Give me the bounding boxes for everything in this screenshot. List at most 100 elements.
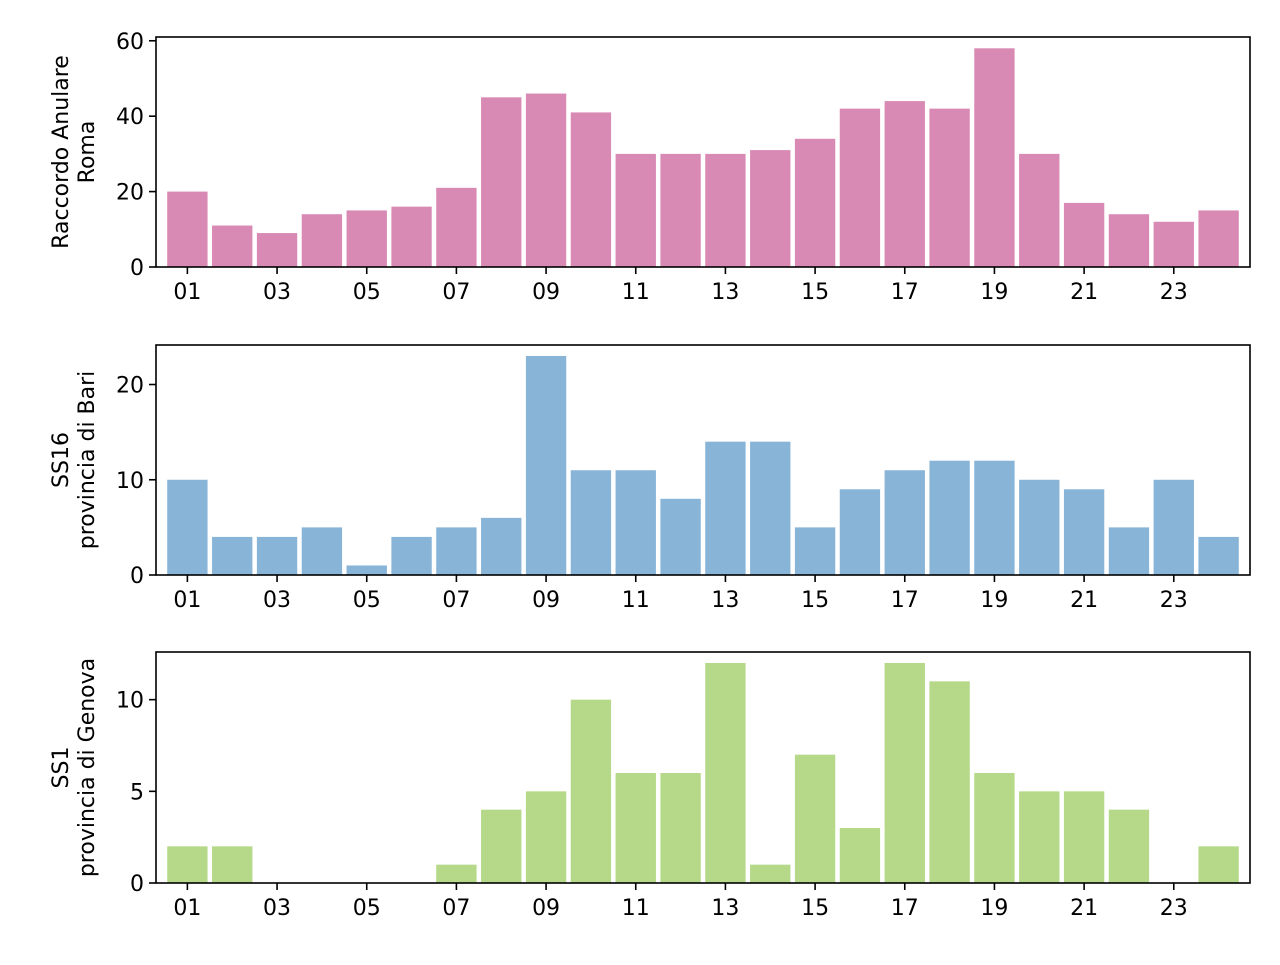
y-axis-label: Raccordo AnulareRoma	[49, 55, 100, 249]
y-tick-label: 10	[116, 689, 144, 714]
x-tick-label: 19	[980, 896, 1008, 921]
bar-05	[346, 565, 387, 575]
x-tick-label: 01	[173, 896, 201, 921]
x-tick-label: 13	[711, 280, 739, 305]
bar-22	[1108, 809, 1150, 883]
bar-16	[839, 108, 881, 267]
x-tick-label: 01	[173, 280, 201, 305]
bar-15	[794, 138, 836, 267]
bar-09	[525, 791, 567, 883]
bar-05	[346, 210, 387, 267]
y-axis-label: SS16provincia di Bari	[49, 371, 100, 550]
x-tick-label: 19	[980, 588, 1008, 613]
bar-19	[974, 773, 1015, 883]
bar-02	[212, 846, 253, 883]
bar-18	[929, 460, 970, 575]
bar-09	[525, 93, 567, 267]
bar-15	[794, 754, 836, 883]
bar-23	[1153, 221, 1194, 267]
bar-02	[212, 536, 253, 575]
bar-11	[615, 470, 656, 575]
x-tick-label: 03	[263, 896, 291, 921]
bar-22	[1108, 214, 1150, 267]
y-axis-label-line: SS16	[49, 432, 74, 488]
y-axis-label-line: SS1	[49, 747, 74, 789]
bar-12	[660, 498, 701, 575]
bar-01	[167, 191, 208, 267]
y-tick-label: 20	[116, 181, 144, 206]
bar-06	[391, 536, 432, 575]
bar-07	[436, 187, 477, 267]
bar-14	[750, 150, 791, 267]
x-tick-label: 23	[1160, 280, 1188, 305]
bar-10	[570, 699, 612, 883]
x-tick-label: 09	[532, 588, 560, 613]
x-tick-label: 17	[891, 280, 919, 305]
bar-17	[884, 470, 925, 575]
x-tick-label: 15	[801, 588, 829, 613]
x-tick-label: 07	[442, 280, 470, 305]
bar-21	[1063, 202, 1105, 267]
y-axis-label-line: provincia di Bari	[75, 371, 100, 550]
bar-06	[391, 206, 432, 267]
axes-frame	[155, 36, 1251, 268]
x-tick-label: 23	[1160, 896, 1188, 921]
x-tick-label: 07	[442, 588, 470, 613]
bar-24	[1198, 536, 1239, 575]
bar-21	[1063, 791, 1105, 883]
bar-04	[301, 527, 343, 575]
x-tick-label: 17	[891, 588, 919, 613]
bar-08	[481, 517, 522, 575]
x-tick-label: 23	[1160, 588, 1188, 613]
x-tick-label: 05	[353, 896, 381, 921]
bar-11	[615, 153, 656, 267]
y-tick-label: 0	[130, 564, 144, 589]
bar-15	[794, 527, 836, 575]
y-axis-label-line: provincia di Genova	[75, 658, 100, 877]
x-tick-label: 19	[980, 280, 1008, 305]
x-tick-label: 21	[1070, 588, 1098, 613]
bar-20	[1019, 479, 1060, 575]
x-tick-label: 07	[442, 896, 470, 921]
y-axis-label-line: Raccordo Anulare	[49, 55, 74, 249]
axes-frame	[155, 344, 1251, 576]
bar-08	[481, 97, 522, 267]
bar-22	[1108, 527, 1150, 575]
bar-10	[570, 470, 612, 575]
y-tick-label: 5	[130, 780, 144, 805]
x-tick-label: 17	[891, 896, 919, 921]
bar-21	[1063, 489, 1105, 575]
bar-23	[1153, 479, 1194, 575]
bar-17	[884, 101, 925, 267]
bar-14	[750, 441, 791, 575]
bar-02	[212, 225, 253, 267]
bar-24	[1198, 846, 1239, 883]
x-tick-label: 05	[353, 280, 381, 305]
bar-13	[705, 153, 746, 267]
bar-14	[750, 864, 791, 883]
bar-03	[256, 536, 298, 575]
bar-09	[525, 355, 567, 575]
bar-07	[436, 864, 477, 883]
bar-20	[1019, 153, 1060, 267]
bar-16	[839, 828, 881, 883]
bar-16	[839, 489, 881, 575]
bar-20	[1019, 791, 1060, 883]
axes-frame	[155, 651, 1251, 884]
bar-13	[705, 441, 746, 575]
y-tick-label: 40	[116, 105, 144, 130]
bar-12	[660, 153, 701, 267]
bar-24	[1198, 210, 1239, 267]
y-tick-label: 20	[116, 374, 144, 399]
bar-08	[481, 809, 522, 883]
bar-17	[884, 663, 925, 883]
y-tick-label: 10	[116, 469, 144, 494]
x-tick-label: 09	[532, 896, 560, 921]
y-tick-label: 0	[130, 256, 144, 281]
y-axis-label: SS1provincia di Genova	[49, 658, 100, 877]
bar-18	[929, 108, 970, 267]
x-tick-label: 11	[622, 588, 650, 613]
